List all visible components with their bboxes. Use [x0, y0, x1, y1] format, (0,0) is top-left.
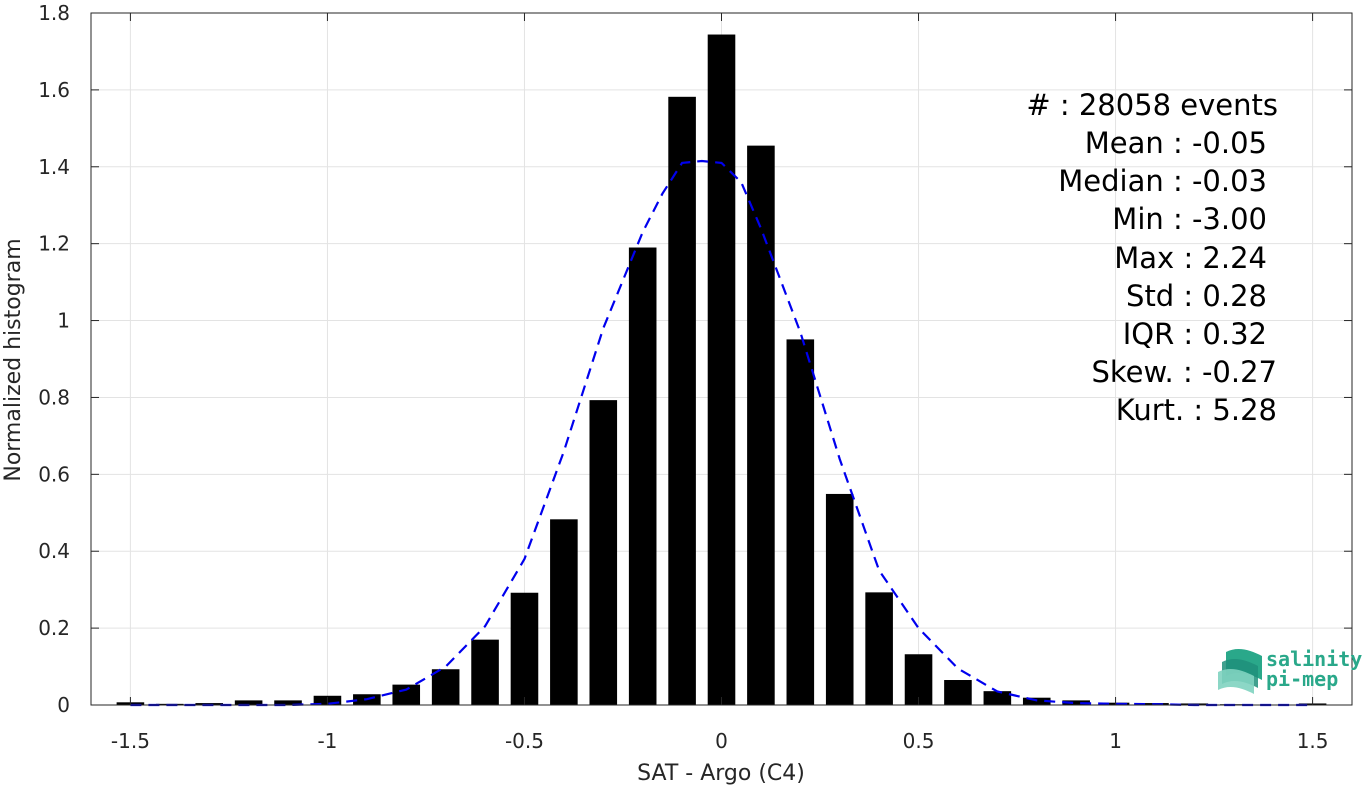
histogram-bar: [392, 684, 421, 705]
salinity-pi-mep-logo: salinity pi-mep: [1218, 647, 1362, 694]
stat-kurt: Kurt. : 5.28: [1116, 393, 1277, 427]
histogram-bar: [825, 493, 854, 705]
logo-line-pimep: pi-mep: [1266, 667, 1338, 691]
axis-ticks: -1.5 -1 -0.5 0 0.5 1 1.5 0 0.2 0.4 0.6 0.8 1 1.2 1.4 1.…: [38, 1, 1352, 753]
y-tick-label: 0.4: [38, 539, 70, 563]
stat-events: # : 28058 events: [1026, 88, 1278, 122]
stat-median: Median : -0.03: [1058, 164, 1267, 198]
y-tick-label: 0.2: [38, 616, 70, 640]
histogram-bars: [116, 34, 1327, 706]
histogram-bar: [1062, 700, 1090, 705]
y-tick-label: 0.6: [38, 462, 70, 486]
wave-logo-icon: [1218, 649, 1262, 694]
histogram-bar: [983, 691, 1012, 705]
histogram-bar: [628, 247, 657, 705]
histogram-bar: [234, 700, 263, 705]
y-axis-label: Normalized histogram: [1, 238, 26, 481]
logo-line-salinity: salinity: [1266, 647, 1362, 671]
stat-std: Std : 0.28: [1126, 279, 1267, 313]
y-tick-label: 1.2: [38, 232, 70, 256]
x-tick-label: -1: [317, 729, 337, 753]
y-tick-label: 1.6: [38, 78, 70, 102]
histogram-bar: [274, 700, 302, 705]
y-tick-label: 0: [57, 693, 70, 717]
histogram-bar: [786, 339, 815, 705]
stats-box: # : 28058 events Mean : -0.05 Median : -…: [1026, 88, 1278, 427]
stat-max: Max : 2.24: [1114, 241, 1267, 275]
histogram-bar: [865, 592, 893, 705]
x-tick-label: 0: [715, 729, 728, 753]
y-tick-label: 0.8: [38, 385, 70, 409]
gaussian-fit-curve: [130, 159, 1313, 707]
histogram-bar: [471, 639, 499, 705]
y-tick-label: 1.4: [38, 155, 70, 179]
histogram-bar: [550, 519, 578, 705]
stat-iqr: IQR : 0.32: [1123, 317, 1267, 351]
histogram-bar: [668, 96, 696, 705]
histogram-bar: [904, 654, 933, 705]
y-tick-label: 1: [57, 309, 70, 333]
x-tick-label: 1: [1109, 729, 1122, 753]
stat-mean: Mean : -0.05: [1085, 126, 1267, 160]
histogram-bar: [707, 34, 736, 706]
x-tick-label: -0.5: [505, 729, 544, 753]
histogram-bar: [747, 145, 775, 706]
stat-min: Min : -3.00: [1112, 202, 1267, 236]
stat-skew: Skew. : -0.27: [1091, 355, 1277, 389]
histogram-bar: [944, 680, 972, 705]
x-tick-label: 0.5: [903, 729, 935, 753]
y-tick-label: 1.8: [38, 1, 70, 25]
x-tick-label: -1.5: [111, 729, 150, 753]
histogram-bar: [589, 400, 618, 705]
x-tick-label: 1.5: [1297, 729, 1329, 753]
histogram-bar: [431, 669, 460, 705]
x-axis-label: SAT - Argo (C4): [637, 761, 805, 786]
histogram-bar: [510, 592, 539, 705]
